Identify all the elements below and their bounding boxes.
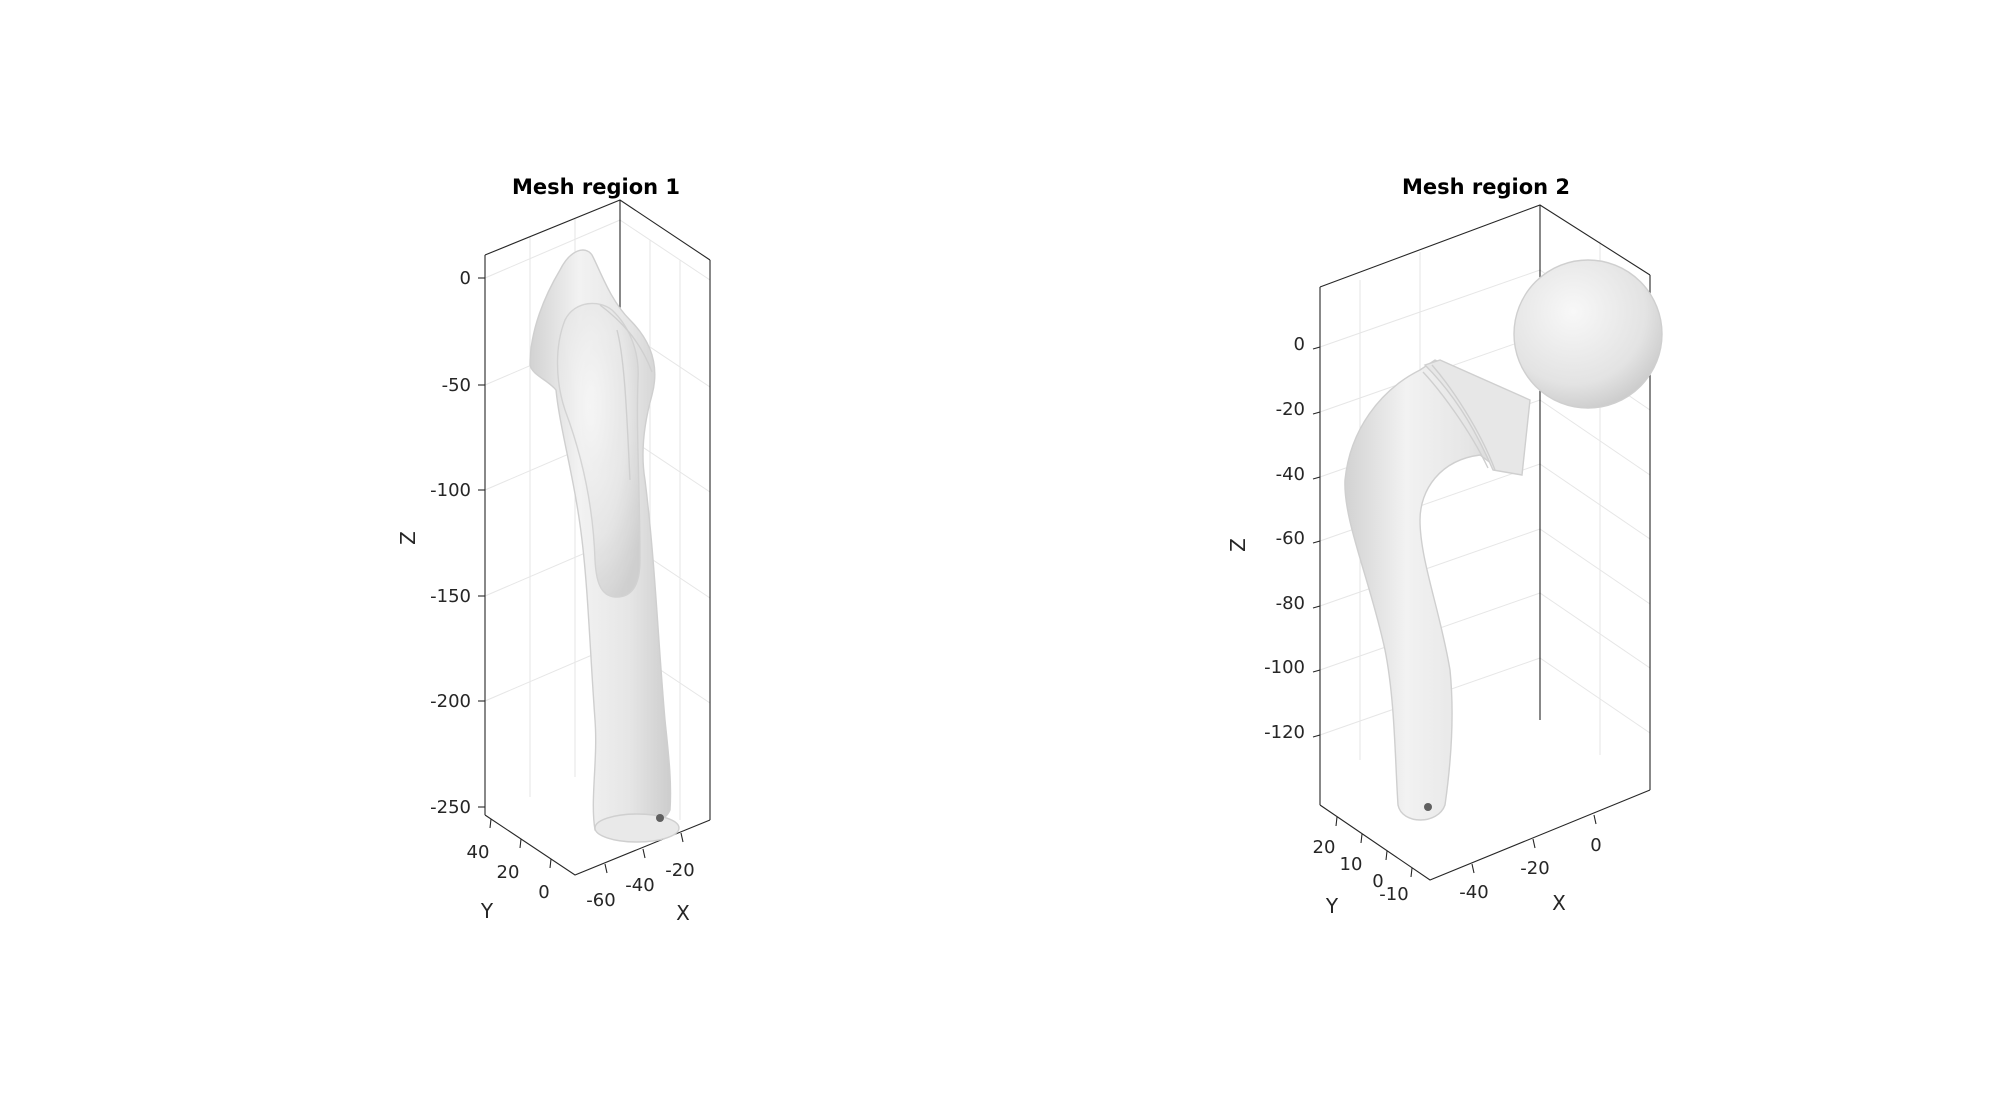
panel-1-zlabel: Z bbox=[396, 531, 420, 545]
panel-1-marker bbox=[656, 814, 664, 822]
panel-1-ztick: -200 bbox=[430, 691, 471, 712]
panel-2-ztick: -20 bbox=[1276, 399, 1305, 420]
panel-1-ylabel: Y bbox=[480, 899, 494, 923]
panel-2-ztick: -100 bbox=[1264, 657, 1305, 678]
panel-1-ytick: 20 bbox=[497, 862, 520, 883]
panel-2-xtick: 0 bbox=[1590, 835, 1601, 856]
panel-2-ytick: 0 bbox=[1372, 871, 1383, 892]
panel-2-ylabel: Y bbox=[1325, 894, 1339, 918]
panel-1-y-axis: 40 20 0 Y bbox=[467, 818, 552, 923]
panel-1-xlabel: X bbox=[676, 901, 690, 925]
panel-1-ztick: 0 bbox=[460, 268, 471, 289]
panel-2-xtick: -20 bbox=[1520, 858, 1549, 879]
panel-mesh-region-2: Mesh region 2 bbox=[1226, 175, 1663, 918]
panel-2-title: Mesh region 2 bbox=[1402, 175, 1570, 199]
panel-1-ztick: -250 bbox=[430, 797, 471, 818]
panel-2-ytick: 20 bbox=[1313, 837, 1336, 858]
panel-2-zlabel: Z bbox=[1226, 538, 1250, 552]
panel-1-xtick: -60 bbox=[586, 890, 615, 911]
panel-mesh-region-1: Mesh region 1 bbox=[396, 175, 711, 925]
panel-2-ztick: -60 bbox=[1276, 528, 1305, 549]
panel-2-ztick: -120 bbox=[1264, 722, 1305, 743]
panel-1-ytick: 0 bbox=[538, 882, 549, 903]
panel-2-marker bbox=[1424, 803, 1432, 811]
panel-2-x-axis: -40 -20 0 X bbox=[1459, 814, 1602, 915]
panel-2-ztick: 0 bbox=[1294, 334, 1305, 355]
panel-1-xtick: -20 bbox=[665, 860, 694, 881]
panel-1-ztick: -100 bbox=[430, 480, 471, 501]
panel-2-ztick: -80 bbox=[1276, 593, 1305, 614]
panel-1-bone-mesh bbox=[529, 249, 680, 843]
panel-2-xlabel: X bbox=[1552, 891, 1566, 915]
panel-1-x-axis: -60 -40 -20 X bbox=[586, 832, 695, 925]
panel-2-ytick: -10 bbox=[1379, 884, 1408, 905]
panel-1-title: Mesh region 1 bbox=[512, 175, 680, 199]
panel-2-ztick: -40 bbox=[1276, 464, 1305, 485]
panel-1-ztick: -50 bbox=[442, 375, 471, 396]
panel-2-implant-mesh bbox=[1344, 259, 1663, 821]
panel-1-ytick: 40 bbox=[467, 842, 490, 863]
panel-2-z-axis: 0 -20 -40 -60 -80 -100 -120 Z bbox=[1226, 334, 1321, 743]
panel-1-z-axis: 0 -50 -100 -150 -200 -250 Z bbox=[396, 268, 485, 818]
panel-2-y-axis: 20 10 0 -10 Y bbox=[1313, 816, 1413, 918]
panel-1-xtick: -40 bbox=[625, 875, 654, 896]
panel-1-ztick: -150 bbox=[430, 586, 471, 607]
panel-2-ytick: 10 bbox=[1340, 854, 1363, 875]
panel-2-xtick: -40 bbox=[1459, 882, 1488, 903]
